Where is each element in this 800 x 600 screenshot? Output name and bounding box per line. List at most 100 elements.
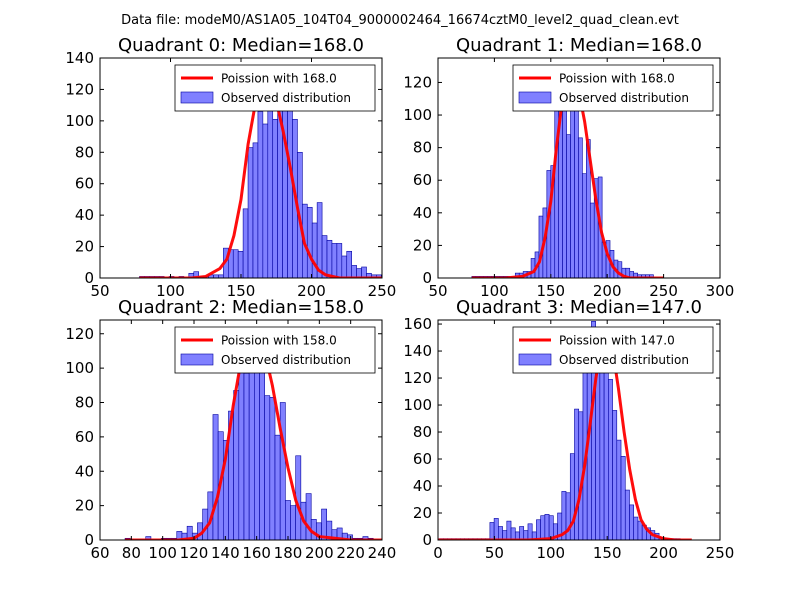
- histogram-bar: [346, 250, 352, 278]
- histogram-bar: [574, 408, 580, 540]
- x-tick-label: 200: [649, 544, 678, 562]
- y-tick-label: 60: [413, 171, 432, 189]
- histogram-bar: [212, 414, 219, 540]
- legend: Poission with 147.0 Observed distribution: [512, 326, 714, 374]
- x-tick-label: 50: [90, 282, 109, 300]
- x-tick-label: 100: [480, 282, 509, 300]
- y-tick-label: 100: [403, 106, 432, 124]
- y-tick-label: 20: [75, 497, 94, 515]
- x-tick-label: 250: [649, 282, 678, 300]
- y-tick-label: 100: [403, 396, 432, 414]
- histogram-bar: [233, 390, 240, 540]
- panel-quadrant-2: 60 80 100 120 140 160 180 200 220 240020406080100…: [65, 297, 396, 562]
- y-tick-label: 120: [65, 80, 94, 98]
- legend-label-observed: Observed distribution: [559, 91, 689, 105]
- histogram-bar: [582, 173, 587, 278]
- y-tick-label: 0: [422, 531, 432, 549]
- x-tick-label: 240: [368, 544, 397, 562]
- histogram-bar: [506, 520, 512, 540]
- legend-box: [174, 326, 376, 374]
- histogram-bar: [566, 134, 571, 278]
- y-tick-label: 20: [413, 504, 432, 522]
- histogram-bar: [540, 515, 546, 540]
- x-tick-label: 50: [485, 544, 504, 562]
- x-tick-label: 250: [368, 282, 397, 300]
- y-tick-label: 100: [65, 359, 94, 377]
- histogram-bar: [536, 519, 541, 540]
- x-tick-label: 180: [274, 544, 303, 562]
- y-tick-label: 0: [84, 269, 94, 287]
- y-tick-label: 40: [75, 206, 94, 224]
- legend-label-poisson: Poission with 168.0: [559, 72, 675, 86]
- y-tick-label: 40: [413, 477, 432, 495]
- histogram-bar: [264, 395, 271, 540]
- histogram-bar: [498, 526, 503, 540]
- y-tick-label: 100: [65, 112, 94, 130]
- y-tick-label: 120: [65, 325, 94, 343]
- legend-box: [174, 64, 376, 112]
- histogram-bar: [326, 239, 333, 278]
- legend-swatch-observed: [180, 353, 214, 366]
- histogram-bar: [595, 366, 601, 540]
- x-tick-label: 200: [593, 282, 622, 300]
- panel-quadrant-1: 50 100 150 200 250 300 0 20 40 60 80 100 120 Quadrant…: [403, 35, 734, 300]
- legend-label-poisson: Poission with 147.0: [559, 334, 675, 348]
- axes-frame: [99, 319, 383, 541]
- histogram-bar: [252, 142, 259, 278]
- histogram-bar: [238, 357, 245, 540]
- histogram-bar: [347, 534, 353, 540]
- histogram-bar: [574, 109, 579, 278]
- legend-label-poisson: Poission with 158.0: [221, 334, 337, 348]
- y-tick-label: 60: [75, 175, 94, 193]
- histogram-bar: [272, 118, 278, 278]
- panel-title: Quadrant 0: Median=168.0: [118, 35, 364, 56]
- x-tick-label: 80: [122, 544, 141, 562]
- legend-label-poisson: Poission with 168.0: [221, 72, 337, 86]
- histogram-bar: [562, 91, 567, 278]
- histogram-bar: [489, 522, 495, 540]
- histogram-bars: [438, 321, 681, 540]
- histogram-bar: [616, 439, 622, 540]
- y-tick-label: 60: [413, 450, 432, 468]
- histogram-bar: [361, 266, 367, 278]
- legend-label-observed: Observed distribution: [559, 353, 689, 367]
- legend-box: [512, 64, 714, 112]
- histogram-bar: [637, 520, 643, 540]
- y-tick-label: 20: [75, 238, 94, 256]
- histogram-bar: [242, 208, 249, 278]
- y-tick-label: 80: [413, 139, 432, 157]
- histogram-bar: [624, 489, 630, 540]
- x-tick-label: 200: [305, 544, 334, 562]
- x-tick-label: 0: [433, 544, 443, 562]
- histogram-bar: [262, 123, 269, 278]
- axes-frame: [437, 57, 721, 279]
- legend-swatch-observed: [180, 91, 214, 104]
- histogram-bar: [285, 500, 291, 540]
- histogram-bar: [341, 255, 348, 278]
- histogram-bar: [257, 111, 264, 278]
- histogram-bar: [247, 147, 254, 278]
- histogram-bar: [274, 434, 281, 540]
- x-tick-label: 220: [336, 544, 365, 562]
- x-tick-label: 50: [428, 282, 447, 300]
- histogram-bar: [306, 206, 313, 278]
- histogram-bar: [321, 508, 327, 540]
- y-tick-label: 60: [75, 428, 94, 446]
- histogram-bar: [589, 202, 595, 278]
- histogram-bar: [620, 456, 626, 540]
- y-tick-label: 140: [403, 342, 432, 360]
- histogram-bar: [287, 92, 293, 278]
- histogram-bar: [311, 222, 318, 278]
- x-tick-label: 150: [227, 282, 256, 300]
- histogram-bar: [510, 527, 516, 540]
- histogram-bar: [254, 345, 260, 540]
- x-tick-label: 160: [242, 544, 271, 562]
- legend-swatch-observed: [518, 353, 552, 366]
- y-tick-label: 40: [413, 204, 432, 222]
- histogram-bar: [578, 137, 583, 278]
- histogram-bar: [629, 504, 635, 540]
- x-tick-label: 200: [297, 282, 326, 300]
- histogram-bar: [305, 493, 312, 540]
- y-tick-label: 160: [403, 315, 432, 333]
